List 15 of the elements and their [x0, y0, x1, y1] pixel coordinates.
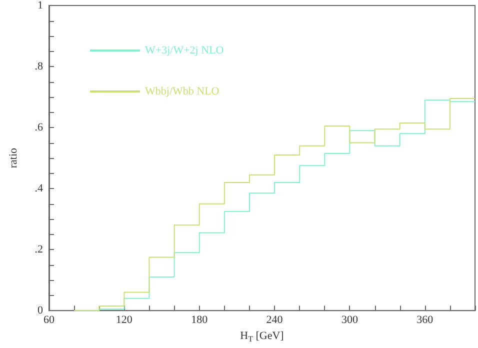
- y-tick-label: .6: [34, 122, 44, 134]
- y-tick-label: 0: [38, 304, 44, 317]
- y-tick-label: .2: [34, 244, 43, 256]
- x-tick-label: 360: [416, 314, 434, 326]
- x-tick-label: 120: [116, 314, 133, 326]
- y-tick-label: .4: [34, 182, 44, 195]
- x-tick-label: 240: [266, 314, 284, 326]
- y-axis-title: ratio: [8, 147, 20, 168]
- y-tick-label: 1: [38, 0, 43, 12]
- legend-label: W+3j/W+2j NLO: [145, 44, 224, 56]
- x-tick-label: 300: [341, 314, 358, 326]
- legend-label: Wbbj/Wbb NLO: [145, 86, 220, 98]
- x-tick-label: 180: [191, 314, 208, 326]
- x-tick-label: 60: [44, 314, 55, 326]
- y-tick-label: .8: [34, 60, 44, 73]
